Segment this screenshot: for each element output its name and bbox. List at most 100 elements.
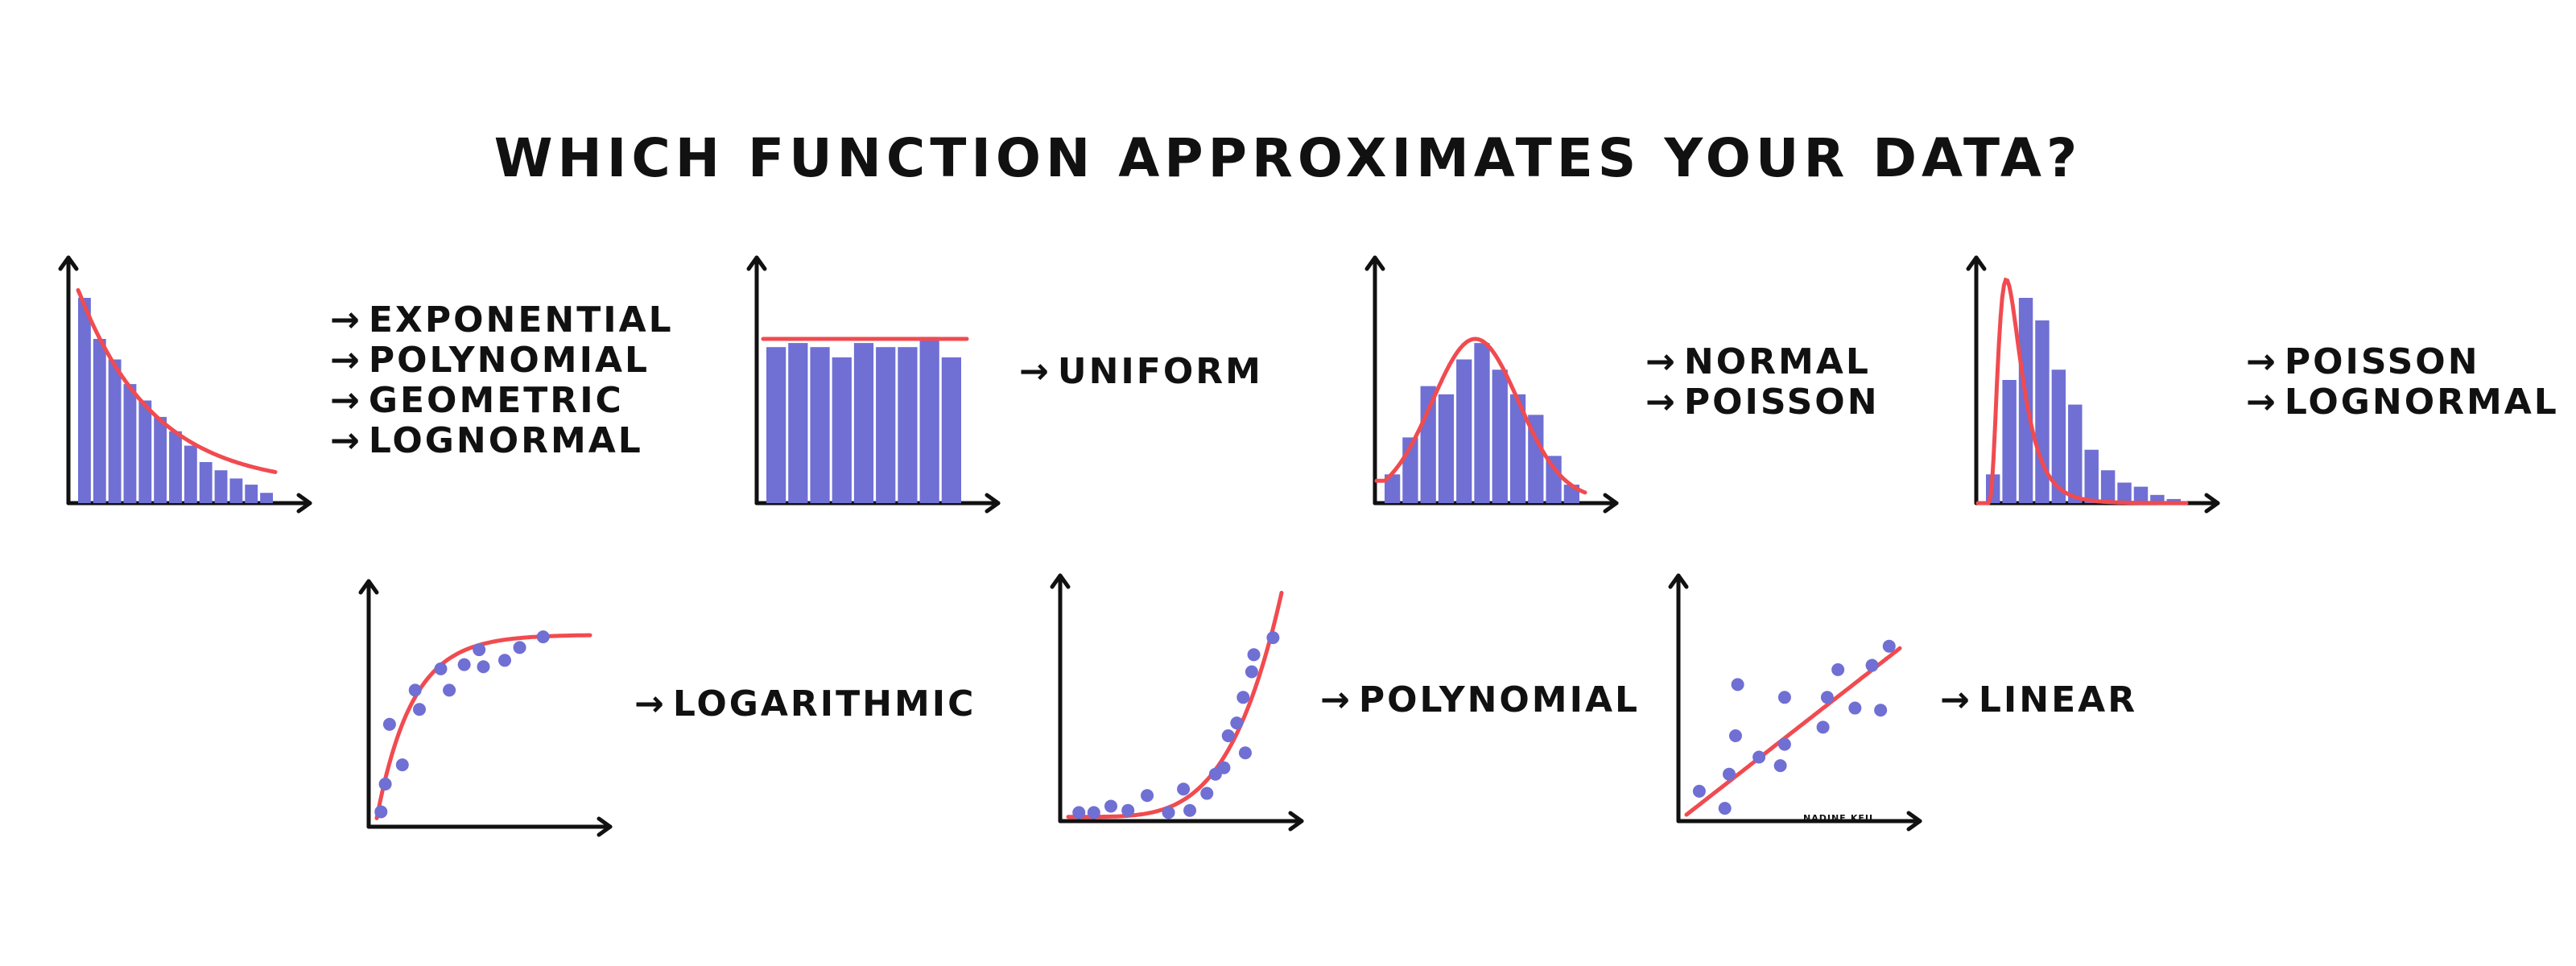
bar <box>260 493 273 503</box>
data-point <box>1723 767 1736 781</box>
label-text: LINEAR <box>1978 679 2138 720</box>
arrow-right-icon: → <box>330 380 362 421</box>
bar <box>2150 494 2165 503</box>
fit-curve <box>1975 277 2189 506</box>
bar <box>138 400 152 503</box>
x-axis-arrowhead <box>1288 811 1304 832</box>
y-axis-arrowhead <box>1364 255 1385 271</box>
label-item: → POLYNOMIAL <box>330 341 674 381</box>
data-point <box>1731 678 1744 691</box>
bar <box>199 462 213 503</box>
bar <box>123 384 137 503</box>
bar <box>1420 386 1436 503</box>
y-axis-arrowhead <box>358 579 379 595</box>
bar <box>1438 394 1455 503</box>
data-point <box>513 641 526 654</box>
data-point <box>1728 729 1742 742</box>
bar <box>2100 470 2116 503</box>
data-point <box>374 805 388 819</box>
fit-curve <box>374 633 592 820</box>
panel-uniform <box>745 250 1010 515</box>
bar <box>184 445 197 503</box>
data-point <box>1087 806 1100 819</box>
data-point <box>1104 799 1117 813</box>
data-point <box>1266 631 1280 645</box>
label-text: POLYNOMIAL <box>368 340 650 381</box>
chart-normal <box>1364 255 1619 514</box>
bar <box>245 485 258 503</box>
bar <box>229 478 243 503</box>
data-point <box>1247 648 1261 662</box>
bar <box>169 431 182 503</box>
data-point <box>1777 737 1791 751</box>
bar <box>941 357 961 503</box>
bar <box>93 339 106 503</box>
data-point <box>1692 784 1706 798</box>
y-axis-arrowhead <box>1966 255 1987 271</box>
label-item: → EXPONENTIAL <box>330 300 674 341</box>
bar <box>2051 369 2066 503</box>
bar <box>2068 404 2083 503</box>
data-point <box>1200 786 1214 800</box>
bar <box>832 357 852 503</box>
panel-lognormal <box>1964 250 2230 515</box>
label-text: EXPONENTIAL <box>368 299 674 341</box>
chart-lognormal <box>1966 255 2220 514</box>
label-text: LOGARITHMIC <box>672 683 976 724</box>
data-point <box>378 778 392 791</box>
data-point <box>408 683 422 697</box>
bar <box>2002 380 2017 503</box>
label-text: GEOMETRIC <box>368 380 624 421</box>
signature: NADINE.KEIL <box>1803 813 1876 824</box>
arrow-right-icon: → <box>330 420 362 461</box>
data-point <box>1238 746 1252 760</box>
y-axis-arrowhead <box>1050 573 1071 589</box>
bar <box>1492 369 1508 503</box>
arrow-right-icon: → <box>1645 341 1678 382</box>
data-point <box>1865 658 1879 672</box>
bar <box>810 347 830 503</box>
data-point <box>443 683 456 697</box>
chart-polynomial <box>1050 573 1304 832</box>
x-axis-arrowhead <box>1906 811 1922 832</box>
arrow-right-icon: → <box>1320 679 1352 720</box>
labels-logarithmic: → LOGARITHMIC <box>634 684 976 724</box>
label-text: NORMAL <box>1683 341 1871 382</box>
data-point <box>1848 701 1862 715</box>
panel-logarithmic <box>357 573 622 839</box>
panel-exponential <box>56 250 322 515</box>
data-point <box>1882 639 1896 653</box>
data-point <box>498 654 511 667</box>
data-point <box>1221 729 1235 742</box>
labels-lognormal: → POISSON → LOGNORMAL <box>2246 342 2559 423</box>
bar <box>108 359 122 503</box>
y-axis-arrowhead <box>746 255 767 271</box>
x-axis-arrowhead <box>2204 493 2220 514</box>
arrow-right-icon: → <box>2246 382 2278 423</box>
data-point <box>1236 691 1250 704</box>
data-point <box>1777 691 1791 704</box>
data-point <box>477 660 490 674</box>
chart-uniform <box>746 255 1001 514</box>
label-item: → POISSON <box>1645 382 1880 423</box>
data-point <box>1121 803 1135 817</box>
bar <box>154 416 167 503</box>
arrow-right-icon: → <box>1645 382 1678 423</box>
data-point <box>395 758 409 772</box>
chart-logarithmic <box>358 579 613 837</box>
data-point <box>1230 716 1244 730</box>
data-point <box>1816 720 1830 734</box>
arrow-right-icon: → <box>1019 351 1051 392</box>
label-item: → LOGNORMAL <box>2246 382 2559 423</box>
label-item: → LOGNORMAL <box>330 421 674 461</box>
panel-polynomial <box>1048 568 1314 833</box>
x-axis-arrowhead <box>597 816 613 837</box>
data-point <box>1874 704 1888 717</box>
bar <box>1474 343 1490 503</box>
label-text: UNIFORM <box>1057 351 1263 392</box>
data-point <box>1773 759 1787 773</box>
data-point <box>457 658 471 671</box>
bar <box>1546 456 1562 503</box>
data-point <box>1217 761 1231 774</box>
data-point <box>1141 789 1154 803</box>
